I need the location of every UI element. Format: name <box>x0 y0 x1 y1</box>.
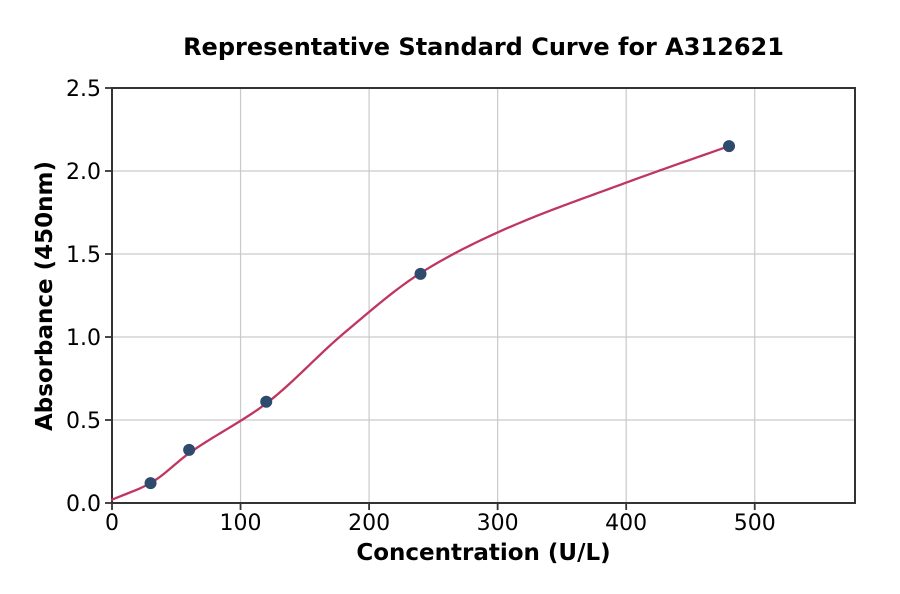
data-point <box>260 395 273 408</box>
data-point <box>183 443 196 456</box>
x-tick-label: 500 <box>734 511 776 536</box>
y-tick-label: 2.0 <box>66 160 101 185</box>
y-tick-label: 0.0 <box>66 492 101 517</box>
y-tick-label: 0.5 <box>66 409 101 434</box>
x-axis-label: Concentration (U/L) <box>356 540 611 566</box>
x-tick-label: 300 <box>477 511 519 536</box>
x-tick-label: 400 <box>605 511 647 536</box>
x-tick-label: 100 <box>220 511 262 536</box>
data-point <box>414 267 427 280</box>
data-point <box>144 477 157 490</box>
x-tick-label: 0 <box>105 511 119 536</box>
data-point <box>723 140 736 153</box>
y-tick-label: 1.0 <box>66 326 101 351</box>
y-tick-label: 1.5 <box>66 243 101 268</box>
y-tick-label: 2.5 <box>66 77 101 102</box>
fit-curve <box>110 144 731 501</box>
x-tick-label: 200 <box>348 511 390 536</box>
axes-frame <box>111 87 856 504</box>
chart-title: Representative Standard Curve for A31262… <box>183 33 784 61</box>
